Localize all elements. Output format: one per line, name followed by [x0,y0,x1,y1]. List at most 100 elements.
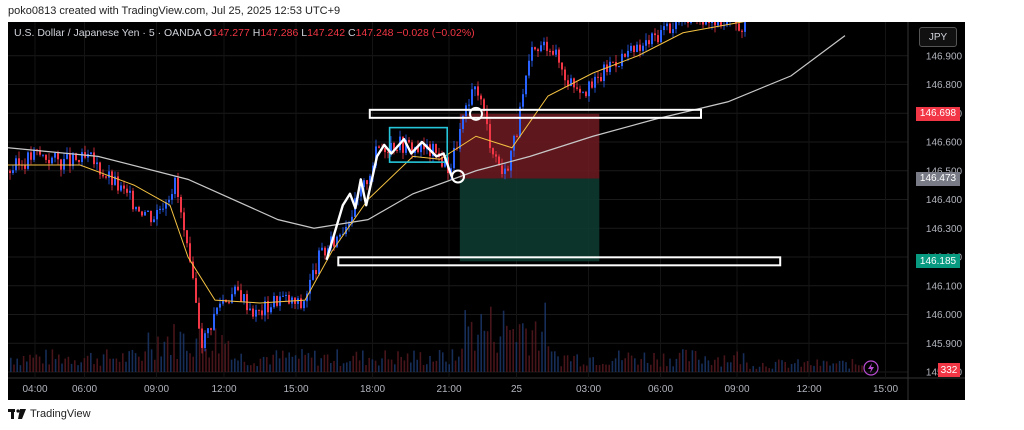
tradingview-logo-icon [8,409,26,419]
candle-body [543,41,545,46]
volume-bar [634,358,636,372]
volume-bar [176,359,178,372]
volume-bar [845,362,847,372]
price-chart[interactable]: 146.900146.800146.700146.600146.500146.4… [8,22,965,400]
volume-bar [29,354,31,372]
high-value: 147.286 [260,27,299,39]
pattern-highlight-box [388,126,449,163]
volume-bar [35,354,38,372]
volume-bar [125,361,127,372]
volume-bar [544,302,546,372]
candle-body [105,176,107,178]
volume-bar [250,365,252,372]
volume-bar [560,366,562,372]
close-label: C [347,27,356,39]
candle-body [99,162,101,175]
volume-bar [787,367,790,372]
volume-bar [141,360,143,372]
candle-body [90,152,92,155]
symbol-name: U.S. Dollar / Japanese Yen · 5 · OANDA [14,27,201,39]
candle-body [318,250,320,275]
candle-body [219,303,221,308]
candle-body [267,301,269,313]
candle-body [552,50,554,55]
candle-body [528,60,530,76]
volume-bar [77,365,79,372]
chart-area[interactable]: 146.900146.800146.700146.600146.500146.4… [8,22,965,400]
volume-bar [426,364,428,372]
candle-body [210,328,212,330]
volume-bar [272,354,274,372]
volume-bar [826,361,828,372]
candle-body [687,22,689,23]
y-tick-label: 146.000 [926,310,963,321]
candle-body [579,88,581,93]
candle-body [276,295,278,306]
volume-bar [573,355,575,372]
tradingview-brand: TradingView [8,408,91,420]
volume-bar [771,368,774,372]
volume-bar [822,360,825,372]
candle-body [81,152,83,163]
volume-bar [538,350,540,372]
volume-bar [688,361,690,372]
volume-bar [710,364,713,372]
y-tick-label: 146.800 [926,80,963,91]
volume-bar [218,353,220,372]
volume-bar [835,363,838,372]
x-tick-label: 12:00 [796,384,821,395]
lightning-icon[interactable] [863,360,879,376]
volume-bar [586,365,588,372]
candle-body [585,91,587,97]
volume-bar [96,358,98,372]
volume-bar [333,360,335,372]
volume-bar [381,358,383,372]
candle-body [192,261,194,279]
volume-bar [778,359,780,372]
volume-bar [307,353,310,372]
candle-body [96,162,98,165]
candle-body [651,33,653,45]
candle-body [645,40,647,46]
volume-bar [429,356,431,372]
candle-body [558,49,560,63]
volume-bar [554,351,556,372]
volume-bar [723,355,726,372]
volume-bar [819,365,822,372]
volume-bar [243,361,246,372]
volume-bar [666,366,668,372]
candle-body [360,187,362,197]
volume-bar [534,321,537,372]
candle-body [366,180,368,185]
volume-bar [90,352,92,372]
currency-button[interactable]: JPY [919,27,957,47]
volume-bar [102,354,105,372]
candle-body [156,209,158,220]
candle-body [309,279,311,294]
volume-bar [797,359,799,372]
volume-bar [589,357,591,372]
volume-bar [294,355,297,372]
volume-bar [579,366,582,372]
volume-bar [659,366,662,372]
stop-loss-zone [459,113,600,179]
volume-bar [592,357,594,372]
candle-body [660,30,662,43]
volume-bar [195,338,198,372]
candle-body [285,294,287,296]
volume-bar [384,350,386,372]
candle-body [564,69,566,81]
volume-bar [646,362,649,372]
candle-body [213,313,215,330]
candle-body [270,307,272,313]
candle-body [450,168,452,174]
candle-body [378,146,380,148]
candle-body [162,208,164,210]
candle-body [312,270,314,280]
candle-body [738,23,740,31]
volume-bar [758,366,761,372]
candle-body [195,278,197,303]
candle-body [405,139,407,153]
volume-bar [512,328,514,372]
volume-bar [298,358,300,372]
